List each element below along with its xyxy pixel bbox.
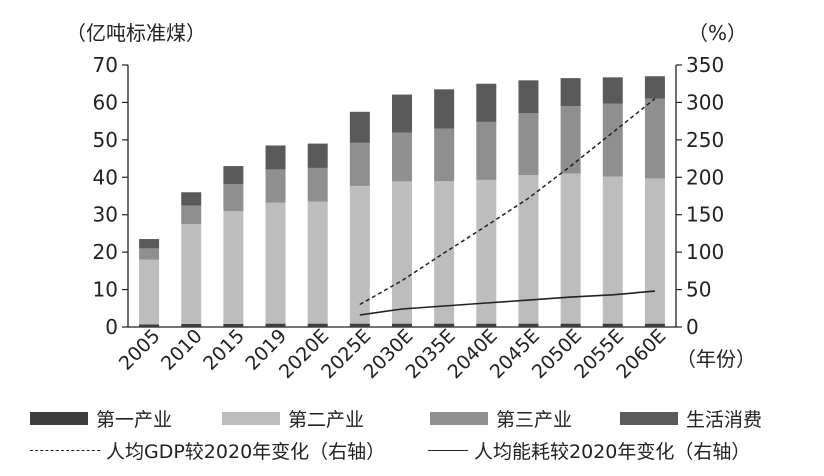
left-tick-label: 20 bbox=[93, 240, 118, 264]
bar-segment-primary bbox=[307, 323, 328, 327]
bar-segment-household bbox=[560, 78, 581, 107]
legend-label-tertiary: 第三产业 bbox=[496, 408, 573, 431]
legend-row-lines: 人均GDP较2020年变化（右轴） 人均能耗较2020年变化（右轴） bbox=[30, 434, 820, 466]
bar-segment-tertiary bbox=[307, 167, 328, 202]
energy-change-line bbox=[359, 290, 655, 316]
legend-item-tertiary: 第三产业 bbox=[430, 405, 620, 432]
bar-segment-household bbox=[139, 239, 160, 249]
bar-segment-primary bbox=[560, 323, 581, 327]
bar-segment-primary bbox=[349, 323, 370, 327]
bar-segment-secondary bbox=[560, 173, 581, 324]
right-tick-label: 300 bbox=[686, 90, 724, 114]
left-tick-label: 10 bbox=[93, 278, 118, 302]
bar-segment-tertiary bbox=[223, 184, 244, 211]
bar-segment-primary bbox=[644, 323, 665, 327]
legend-swatch-tertiary bbox=[430, 411, 488, 425]
right-tick-label: 150 bbox=[686, 203, 724, 227]
right-tick-label: 50 bbox=[686, 278, 711, 302]
legend-item-primary: 第一产业 bbox=[30, 405, 222, 432]
lines bbox=[359, 98, 656, 316]
left-tick-label: 60 bbox=[93, 90, 118, 114]
legend-item-gdp: 人均GDP较2020年变化（右轴） bbox=[30, 437, 428, 464]
bar-segment-secondary bbox=[223, 210, 244, 325]
bar-segment-primary bbox=[223, 324, 244, 327]
bar-segment-primary bbox=[392, 323, 412, 327]
legend-solid-line bbox=[428, 449, 468, 451]
bar-segment-tertiary bbox=[139, 248, 160, 260]
legend-dashed-line bbox=[30, 449, 100, 451]
legend: 第一产业 第二产业 第三产业 生活消费 人均GDP较2020年变化（右轴） 人均… bbox=[30, 402, 820, 466]
bar-segment-household bbox=[307, 143, 328, 168]
bar-segment-tertiary bbox=[560, 106, 581, 174]
right-tick-label: 200 bbox=[686, 165, 724, 189]
bar-segment-household bbox=[602, 77, 623, 104]
x-tick-label: 2010 bbox=[157, 325, 207, 375]
bars bbox=[139, 76, 665, 327]
bar-segment-household bbox=[223, 166, 244, 185]
right-axis-label: （%） bbox=[688, 21, 747, 45]
bar-segment-tertiary bbox=[602, 103, 623, 177]
legend-swatch-household bbox=[620, 411, 678, 425]
bar-segment-secondary bbox=[602, 176, 623, 324]
legend-item-secondary: 第二产业 bbox=[222, 405, 430, 432]
legend-label-primary: 第一产业 bbox=[96, 408, 173, 431]
legend-row-bars: 第一产业 第二产业 第三产业 生活消费 bbox=[30, 402, 820, 434]
bar-segment-tertiary bbox=[181, 205, 202, 225]
bar-segment-secondary bbox=[476, 179, 497, 324]
bar-segment-primary bbox=[434, 323, 455, 327]
x-tick-label: 2005 bbox=[115, 325, 165, 375]
bar-segment-household bbox=[392, 94, 412, 133]
bar-segment-household bbox=[518, 80, 539, 114]
bar-segment-secondary bbox=[349, 185, 370, 324]
right-tick-label: 250 bbox=[686, 128, 724, 152]
bar-segment-tertiary bbox=[265, 169, 286, 203]
bar-segment-tertiary bbox=[349, 142, 370, 186]
bar-segment-household bbox=[265, 145, 286, 170]
bar-segment-tertiary bbox=[518, 113, 539, 176]
bar-segment-secondary bbox=[307, 201, 328, 324]
bar-segment-household bbox=[476, 83, 497, 122]
legend-label-energy: 人均能耗较2020年变化（右轴） bbox=[474, 440, 751, 463]
bar-segment-secondary bbox=[518, 175, 539, 324]
bar-segment-secondary bbox=[265, 202, 286, 324]
bar-segment-tertiary bbox=[434, 128, 455, 182]
bar-segment-household bbox=[181, 192, 202, 206]
legend-swatch-secondary bbox=[222, 411, 280, 425]
left-tick-label: 50 bbox=[93, 128, 118, 152]
bar-segment-tertiary bbox=[644, 98, 665, 179]
bar-segment-household bbox=[349, 111, 370, 143]
bar-segment-primary bbox=[265, 323, 286, 327]
bar-segment-tertiary bbox=[476, 121, 497, 180]
x-axis-label: （年份） bbox=[676, 347, 756, 371]
bar-segment-primary bbox=[602, 323, 623, 327]
legend-swatch-primary bbox=[30, 411, 88, 425]
legend-label-gdp: 人均GDP较2020年变化（右轴） bbox=[106, 440, 386, 463]
legend-label-secondary: 第二产业 bbox=[288, 408, 365, 431]
bar-segment-secondary bbox=[644, 178, 665, 324]
legend-label-household: 生活消费 bbox=[686, 408, 763, 431]
bar-segment-primary bbox=[139, 324, 160, 327]
left-axis-label: （亿吨标准煤） bbox=[66, 21, 206, 45]
bar-segment-tertiary bbox=[392, 132, 412, 182]
right-tick-label: 100 bbox=[686, 240, 724, 264]
x-tick-label: 2015 bbox=[199, 325, 249, 375]
left-tick-label: 70 bbox=[93, 53, 118, 77]
chart-svg: 0 10 20 30 40 50 60 70 0 50 100 150 200 250 300 350 2005… bbox=[66, 21, 756, 383]
bar-segment-primary bbox=[518, 323, 539, 327]
bar-segment-secondary bbox=[139, 259, 160, 325]
gdp-change-line bbox=[359, 98, 656, 306]
bar-segment-primary bbox=[476, 323, 497, 327]
bar-segment-secondary bbox=[392, 181, 412, 324]
left-tick-label: 0 bbox=[105, 315, 118, 339]
legend-item-household: 生活消费 bbox=[620, 405, 762, 432]
bar-segment-secondary bbox=[181, 224, 202, 325]
bar-segment-household bbox=[434, 89, 455, 129]
left-tick-label: 30 bbox=[93, 203, 118, 227]
bar-segment-primary bbox=[181, 324, 202, 327]
right-tick-label: 350 bbox=[686, 53, 724, 77]
legend-item-energy: 人均能耗较2020年变化（右轴） bbox=[428, 437, 750, 464]
left-tick-label: 40 bbox=[93, 165, 118, 189]
bar-segment-household bbox=[644, 76, 665, 99]
right-tick-label: 0 bbox=[686, 315, 699, 339]
